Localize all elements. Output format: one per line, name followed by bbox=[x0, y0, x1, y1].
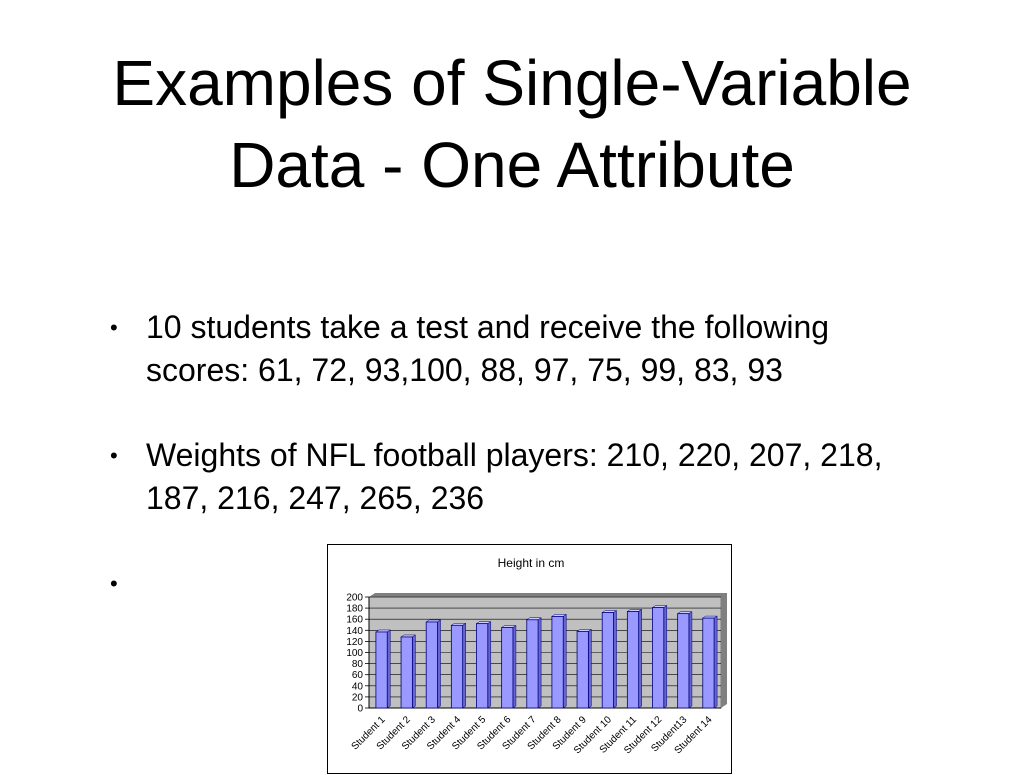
y-tick-label: 180 bbox=[346, 604, 363, 615]
bar bbox=[677, 613, 690, 709]
bullet-text: 10 students take a test and receive the … bbox=[146, 309, 830, 388]
bar bbox=[702, 617, 715, 709]
bullet-marker: • bbox=[110, 443, 118, 468]
y-tick-label: 20 bbox=[352, 692, 364, 703]
y-tick-label: 0 bbox=[357, 704, 363, 715]
y-tick-label: 60 bbox=[352, 670, 364, 681]
y-tick-label: 200 bbox=[346, 593, 363, 604]
bar bbox=[601, 612, 614, 709]
bar bbox=[450, 624, 464, 709]
bar bbox=[400, 636, 413, 709]
bar bbox=[501, 627, 514, 709]
y-tick-label: 100 bbox=[346, 648, 363, 659]
bar-side-face bbox=[713, 615, 718, 709]
bullet-marker: • bbox=[110, 571, 118, 596]
bar bbox=[626, 611, 640, 709]
bar-side-face bbox=[386, 629, 391, 709]
y-tick-label: 120 bbox=[346, 637, 363, 648]
bar-side-face bbox=[412, 634, 416, 709]
bar-side-face bbox=[663, 605, 668, 709]
y-tick-label: 80 bbox=[352, 659, 364, 670]
bar-side-face bbox=[638, 608, 642, 709]
bullet-marker: • bbox=[110, 315, 118, 340]
bullet-text: Weights of NFL football players: 210, 22… bbox=[146, 437, 883, 516]
bar bbox=[425, 621, 438, 709]
chart-canvas: Height in cm 020406080100120140160180200… bbox=[346, 556, 727, 756]
bar-side-face bbox=[537, 617, 542, 709]
bar-side-face bbox=[487, 621, 492, 709]
bar-side-face bbox=[512, 625, 517, 709]
bar bbox=[476, 623, 489, 709]
y-tick-label: 160 bbox=[346, 615, 363, 626]
bar bbox=[526, 619, 539, 709]
slide-title-line-1: Examples of Single-Variable bbox=[112, 47, 912, 119]
bar bbox=[551, 616, 564, 709]
bar-side-face bbox=[588, 628, 592, 709]
slide-title-line-2: Data - One Attribute bbox=[229, 129, 795, 201]
bar-side-face bbox=[562, 613, 567, 709]
bar-side-face bbox=[437, 619, 441, 709]
bar bbox=[652, 607, 665, 709]
chart-title: Height in cm bbox=[498, 556, 565, 570]
bar-side-face bbox=[688, 611, 693, 709]
y-tick-label: 40 bbox=[352, 681, 364, 692]
bar bbox=[576, 631, 589, 709]
bar-side-face bbox=[462, 622, 466, 709]
y-tick-label: 140 bbox=[346, 626, 363, 637]
bar bbox=[375, 631, 388, 709]
height-bar-chart: Height in cm 0 20 40 60 80 100 120 140 160 180 200… bbox=[327, 544, 732, 774]
slide-title: Examples of Single-Variable Data - One A… bbox=[0, 42, 1024, 206]
bar-side-face bbox=[613, 610, 617, 709]
